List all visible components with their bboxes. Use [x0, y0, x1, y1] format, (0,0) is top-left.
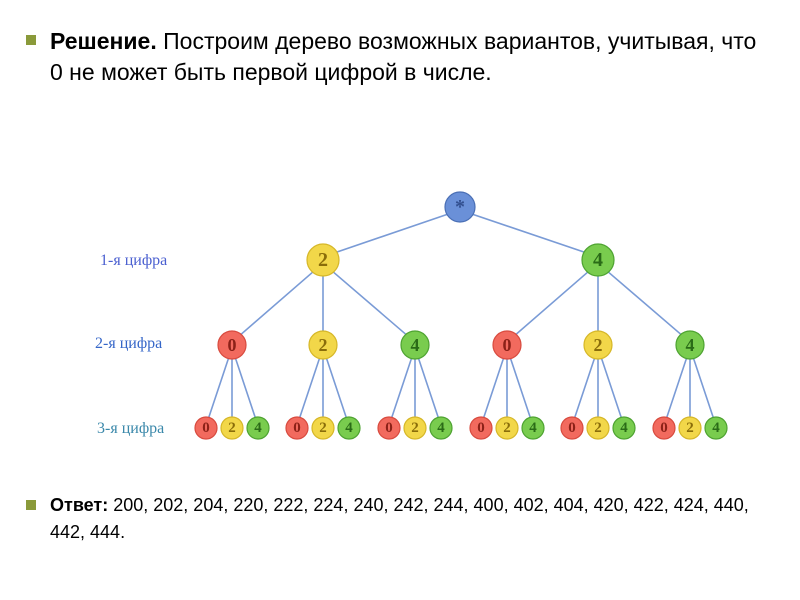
tree-edge	[389, 348, 415, 426]
row-label-1: 1-я цифра	[100, 252, 167, 270]
tree-l3-5-0-label: 0	[660, 420, 668, 436]
tree-l3-4-1-label: 2	[594, 420, 602, 436]
tree-l2-5-label: 4	[686, 335, 695, 355]
tree-edge	[323, 263, 415, 342]
tree-edge	[598, 263, 690, 342]
tree-edge	[690, 348, 716, 426]
tree-edge	[297, 348, 323, 426]
tree-l3-5-2-label: 4	[712, 420, 720, 436]
tree-l3-0-2-label: 4	[254, 420, 262, 436]
tree-edge	[206, 348, 232, 426]
tree-l2-3-label: 0	[503, 335, 512, 355]
tree-edge	[507, 348, 533, 426]
tree-edge	[572, 348, 598, 426]
title-text: Решение. Построим дерево возможных вариа…	[50, 26, 760, 88]
tree-l3-1-2-label: 4	[345, 420, 353, 436]
tree-edge	[460, 210, 598, 257]
tree-l3-3-1-label: 2	[503, 420, 511, 436]
tree-edge	[507, 263, 598, 342]
tree-l2-1-label: 2	[319, 335, 328, 355]
tree-l1-0-label: 2	[318, 249, 328, 271]
tree-l3-2-2-label: 4	[437, 420, 445, 436]
tree-l3-3-0-label: 0	[477, 420, 485, 436]
tree-l3-0-1-label: 2	[228, 420, 236, 436]
tree-l3-4-2-label: 4	[620, 420, 628, 436]
tree-l3-4-0-label: 0	[568, 420, 576, 436]
row-label-3: 3-я цифра	[97, 420, 164, 438]
bullet-title	[26, 35, 36, 45]
tree-edge	[415, 348, 441, 426]
tree-l2-2-label: 4	[411, 335, 420, 355]
tree-edge	[323, 348, 349, 426]
row-label-2: 2-я цифра	[95, 335, 162, 353]
tree-l3-2-1-label: 2	[411, 420, 419, 436]
tree-l2-0-label: 0	[228, 335, 237, 355]
tree-l1-1-label: 4	[593, 249, 603, 271]
tree-l3-1-0-label: 0	[293, 420, 301, 436]
bullet-answer	[26, 500, 36, 510]
tree-edge	[232, 348, 258, 426]
tree-edge	[598, 348, 624, 426]
tree-edge	[323, 210, 460, 257]
tree-edge	[664, 348, 690, 426]
tree-l3-1-1-label: 2	[319, 420, 327, 436]
tree-edge	[232, 263, 323, 342]
tree-l2-4-label: 2	[594, 335, 603, 355]
answer-text: Ответ: 200, 202, 204, 220, 222, 224, 240…	[50, 492, 750, 546]
tree-edge	[481, 348, 507, 426]
tree-l3-0-0-label: 0	[202, 420, 210, 436]
tree-l3-5-1-label: 2	[686, 420, 694, 436]
tree-l3-3-2-label: 4	[529, 420, 537, 436]
tree-l3-2-0-label: 0	[385, 420, 393, 436]
tree-root-label: *	[455, 196, 465, 218]
